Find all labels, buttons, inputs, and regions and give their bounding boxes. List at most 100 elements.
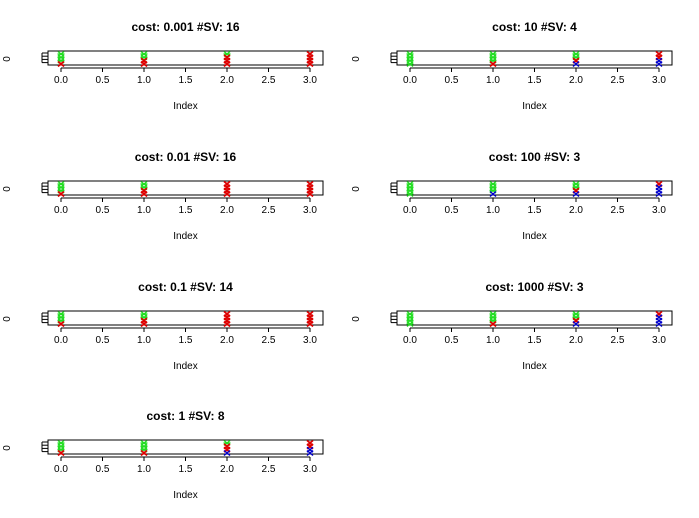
x-tick-label: 1.0 <box>137 335 151 346</box>
point-mark <box>657 312 661 316</box>
x-axis-label: Index <box>173 101 197 112</box>
x-axis-label: Index <box>522 101 546 112</box>
point-mark <box>308 52 312 56</box>
y-tick-label: 0 <box>2 316 13 322</box>
x-tick-label: 1.0 <box>486 205 500 216</box>
x-tick-label: 1.5 <box>179 75 193 86</box>
x-tick-label: 2.5 <box>611 205 625 216</box>
y-tick-label: 0 <box>351 186 362 192</box>
x-tick-label: 2.0 <box>220 75 234 86</box>
x-tick-label: 0.0 <box>403 335 417 346</box>
point-mark <box>655 320 663 328</box>
x-tick-label: 1.0 <box>486 335 500 346</box>
point-mark <box>308 312 312 316</box>
point-mark <box>308 315 312 319</box>
point-mark <box>308 189 312 193</box>
y-tick-label: 0 <box>2 56 13 62</box>
point-mark <box>572 60 580 68</box>
x-axis-label: Index <box>522 231 546 242</box>
plot-frame <box>47 439 324 455</box>
x-tick-label: 1.0 <box>486 75 500 86</box>
point-mark <box>225 319 229 323</box>
x-tick-label: 0.5 <box>445 75 459 86</box>
panel-title: cost: 100 #SV: 3 <box>489 150 581 164</box>
x-tick-label: 2.5 <box>262 464 276 475</box>
chart-panel-1: cost: 0.001 #SV: 16 0 0.0 0.5 1.0 1.5 2.0 2.5 3.… <box>2 20 324 112</box>
point-mark <box>225 182 229 186</box>
point-mark <box>59 451 63 455</box>
x-tick-label: 3.0 <box>652 205 666 216</box>
point-mark <box>308 322 312 326</box>
point-mark <box>574 319 578 323</box>
x-tick-label: 1.5 <box>179 205 193 216</box>
panel-title: cost: 1 #SV: 8 <box>146 409 224 423</box>
x-tick-label: 1.5 <box>528 205 542 216</box>
x-tick-label: 1.5 <box>179 464 193 475</box>
point-mark <box>59 62 63 66</box>
point-mark <box>225 59 229 63</box>
panel-title: cost: 0.001 #SV: 16 <box>131 20 239 34</box>
x-tick-label: 0.5 <box>96 75 110 86</box>
point-mark <box>225 444 229 448</box>
point-mark <box>572 190 580 198</box>
x-tick-label: 1.5 <box>179 335 193 346</box>
plot-frame <box>396 180 673 196</box>
point-mark <box>308 185 312 189</box>
plot-frame <box>47 50 324 66</box>
point-mark <box>657 182 661 186</box>
x-tick-label: 0.0 <box>54 75 68 86</box>
x-tick-label: 3.0 <box>652 75 666 86</box>
panel-title: cost: 0.1 #SV: 14 <box>138 280 233 294</box>
point-mark <box>225 62 229 66</box>
plot-frame <box>47 310 324 326</box>
point-mark <box>142 319 146 323</box>
point-mark <box>655 190 663 198</box>
chart-panel-3: cost: 0.01 #SV: 16 0 0.0 0.5 1.0 1.5 2.0 2.5 3.0… <box>2 150 324 242</box>
x-tick-label: 0.0 <box>403 205 417 216</box>
chart-panel-5: cost: 0.1 #SV: 14 0 0.0 0.5 1.0 1.5 2.0 2.5 3.0 I… <box>2 280 324 372</box>
point-mark <box>308 192 312 196</box>
point-mark <box>225 312 229 316</box>
point-mark <box>657 52 661 56</box>
chart-panel-7: cost: 1 #SV: 8 0 0.0 0.5 1.0 1.5 2.0 2.5 3.0 Inde… <box>2 409 324 501</box>
x-tick-label: 2.5 <box>262 205 276 216</box>
chart-panel-6: cost: 1000 #SV: 3 0 0.0 0.5 1.0 1.5 2.0 2.5 3.0 I… <box>351 280 673 372</box>
point-mark <box>574 189 578 193</box>
point-mark <box>142 192 146 196</box>
x-axis-label: Index <box>173 361 197 372</box>
point-mark <box>225 315 229 319</box>
point-mark <box>308 59 312 63</box>
x-tick-label: 0.5 <box>445 335 459 346</box>
x-tick-label: 0.0 <box>54 335 68 346</box>
point-mark <box>308 319 312 323</box>
x-tick-label: 0.0 <box>54 205 68 216</box>
point-mark <box>655 60 663 68</box>
x-tick-label: 3.0 <box>303 335 317 346</box>
point-mark <box>225 448 229 452</box>
x-axis-label: Index <box>522 361 546 372</box>
chart-panel-2: cost: 10 #SV: 4 0 0.0 0.5 1.0 1.5 2.0 2.5 3.0 Ind… <box>351 20 673 112</box>
y-tick-label: 0 <box>351 316 362 322</box>
x-tick-label: 0.5 <box>96 205 110 216</box>
y-tick-label: 0 <box>2 186 13 192</box>
plot-frame <box>396 50 673 66</box>
point-mark <box>225 192 229 196</box>
panel-title: cost: 0.01 #SV: 16 <box>135 150 237 164</box>
x-tick-label: 2.0 <box>220 335 234 346</box>
x-tick-label: 1.5 <box>528 75 542 86</box>
point-mark <box>308 444 312 448</box>
point-mark <box>142 451 146 455</box>
point-mark <box>489 190 497 198</box>
x-tick-label: 3.0 <box>303 464 317 475</box>
x-tick-label: 3.0 <box>652 335 666 346</box>
x-tick-label: 0.5 <box>96 464 110 475</box>
point-mark <box>225 185 229 189</box>
point-mark <box>59 192 63 196</box>
point-mark <box>306 449 314 457</box>
x-tick-label: 3.0 <box>303 75 317 86</box>
x-tick-label: 1.0 <box>137 464 151 475</box>
point-mark <box>225 55 229 59</box>
point-mark <box>142 62 146 66</box>
point-mark <box>308 182 312 186</box>
